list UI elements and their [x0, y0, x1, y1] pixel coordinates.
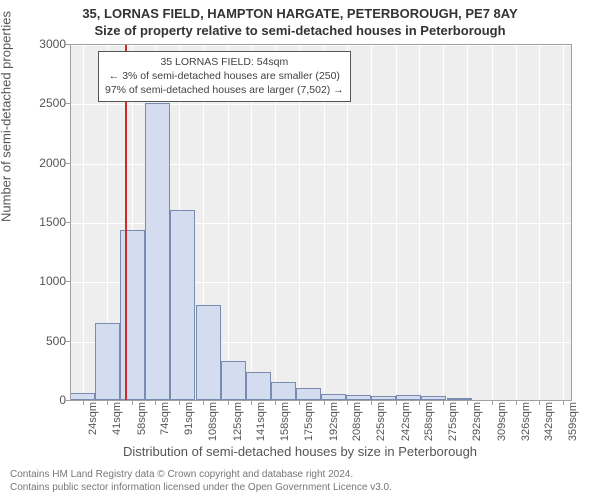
info-line-3: 97% of semi-detached houses are larger (… [105, 83, 344, 97]
y-axis-line [70, 44, 71, 400]
x-tick-label: 41sqm [111, 402, 123, 442]
plot-area: 35 LORNAS FIELD: 54sqm ← 3% of semi-deta… [70, 44, 572, 400]
y-tick-label: 3000 [26, 37, 66, 51]
x-tick-label: 24sqm [87, 402, 99, 442]
info-line-1: 35 LORNAS FIELD: 54sqm [105, 55, 344, 69]
x-axis-label: Distribution of semi-detached houses by … [0, 444, 600, 459]
histogram-bar [296, 388, 321, 400]
x-tick-label: 326sqm [520, 402, 532, 442]
histogram-bar [170, 210, 195, 400]
x-tick-label: 74sqm [159, 402, 171, 442]
x-tick-label: 359sqm [567, 402, 579, 442]
x-tick-label: 275sqm [447, 402, 459, 442]
x-tick-label: 342sqm [543, 402, 555, 442]
x-tick-label: 225sqm [375, 402, 387, 442]
histogram-bar [95, 323, 120, 400]
y-tick-label: 2500 [26, 96, 66, 110]
histogram-bar [70, 393, 95, 400]
footer-line-2: Contains public sector information licen… [10, 482, 392, 495]
x-tick-label: 141sqm [255, 402, 267, 442]
x-axis-line [70, 400, 572, 401]
info-line-2: ← 3% of semi-detached houses are smaller… [105, 69, 344, 83]
y-tick-label: 500 [26, 334, 66, 348]
x-tick-label: 192sqm [328, 402, 340, 442]
x-tick-label: 125sqm [232, 402, 244, 442]
chart-container: { "title": { "line1": "35, LORNAS FIELD,… [0, 0, 600, 500]
x-tick-label: 309sqm [496, 402, 508, 442]
footer-line-1: Contains HM Land Registry data © Crown c… [10, 469, 392, 482]
x-tick-label: 108sqm [207, 402, 219, 442]
y-tick-label: 1500 [26, 215, 66, 229]
histogram-bar [196, 305, 221, 400]
y-axis-label: Number of semi-detached properties [0, 11, 14, 222]
x-tick-label: 175sqm [303, 402, 315, 442]
x-tick-label: 208sqm [351, 402, 363, 442]
x-tick-label: 258sqm [423, 402, 435, 442]
x-tick-label: 58sqm [136, 402, 148, 442]
histogram-bar [271, 382, 296, 400]
title-line-2: Size of property relative to semi-detach… [0, 23, 600, 40]
y-tick-label: 2000 [26, 156, 66, 170]
x-tick-label: 158sqm [279, 402, 291, 442]
histogram-bar [246, 372, 271, 400]
histogram-bar [145, 103, 170, 400]
histogram-bar [221, 361, 246, 400]
info-box: 35 LORNAS FIELD: 54sqm ← 3% of semi-deta… [98, 51, 351, 102]
y-tick-label: 0 [26, 393, 66, 407]
y-tick-label: 1000 [26, 274, 66, 288]
title-line-1: 35, LORNAS FIELD, HAMPTON HARGATE, PETER… [0, 0, 600, 23]
x-tick-label: 242sqm [400, 402, 412, 442]
x-tick-label: 91sqm [183, 402, 195, 442]
footer-attribution: Contains HM Land Registry data © Crown c… [10, 469, 392, 494]
x-tick-label: 292sqm [471, 402, 483, 442]
